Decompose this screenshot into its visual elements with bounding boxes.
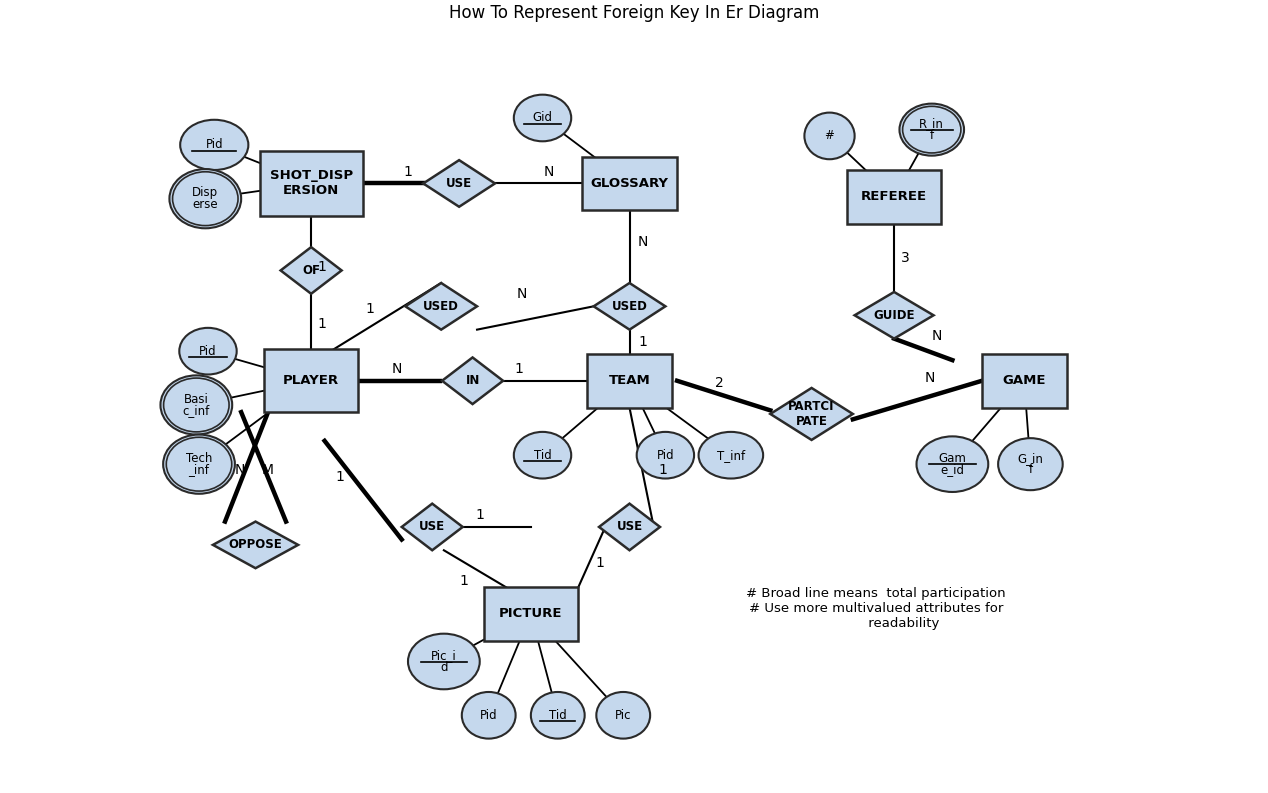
Text: USE: USE	[446, 177, 472, 190]
Polygon shape	[213, 522, 298, 569]
Text: REFEREE: REFEREE	[861, 190, 927, 203]
Text: 1: 1	[459, 574, 468, 588]
Text: Tid: Tid	[549, 709, 567, 722]
Text: erse: erse	[193, 198, 218, 211]
Text: Pid: Pid	[657, 449, 675, 462]
Text: f: f	[1028, 463, 1032, 477]
Text: f: f	[929, 129, 933, 142]
Bar	[981, 354, 1066, 408]
Text: c_inf: c_inf	[183, 404, 210, 417]
Ellipse shape	[179, 328, 237, 374]
Text: # Broad line means  total participation
# Use more multivalued attributes for
  : # Broad line means total participation #…	[746, 587, 1006, 630]
Polygon shape	[593, 283, 666, 330]
Text: GLOSSARY: GLOSSARY	[591, 177, 668, 190]
Text: Pic_i: Pic_i	[431, 649, 456, 662]
Text: 1: 1	[403, 165, 412, 178]
Text: 1: 1	[596, 556, 605, 570]
Ellipse shape	[899, 104, 964, 155]
Text: N: N	[924, 371, 936, 385]
Bar	[582, 156, 677, 210]
Polygon shape	[771, 388, 853, 440]
Text: 3: 3	[900, 251, 909, 265]
Text: 1: 1	[336, 469, 345, 484]
Ellipse shape	[998, 439, 1063, 490]
Bar	[484, 587, 578, 641]
Text: Pid: Pid	[479, 709, 497, 722]
Text: Gam: Gam	[938, 452, 966, 465]
Ellipse shape	[514, 94, 571, 141]
Text: 2: 2	[715, 377, 724, 390]
Polygon shape	[424, 160, 495, 207]
Ellipse shape	[596, 692, 650, 738]
Ellipse shape	[170, 169, 241, 228]
Polygon shape	[443, 358, 503, 404]
Text: Tid: Tid	[534, 449, 552, 462]
Text: #: #	[824, 129, 834, 143]
Text: Gid: Gid	[533, 112, 553, 125]
Text: d: d	[440, 661, 448, 674]
Text: R_in: R_in	[919, 117, 945, 130]
Ellipse shape	[180, 120, 249, 170]
Text: PARTCI
PATE: PARTCI PATE	[789, 400, 834, 428]
Text: SHOT_DISP
ERSION: SHOT_DISP ERSION	[270, 170, 353, 197]
Ellipse shape	[408, 634, 479, 689]
Ellipse shape	[637, 432, 694, 478]
Ellipse shape	[804, 113, 855, 159]
Text: _inf: _inf	[189, 463, 209, 477]
Text: GUIDE: GUIDE	[874, 308, 914, 322]
Bar	[847, 170, 941, 224]
Text: OPPOSE: OPPOSE	[228, 538, 283, 551]
Text: Pid: Pid	[205, 139, 223, 151]
Ellipse shape	[462, 692, 516, 738]
Polygon shape	[855, 292, 933, 339]
Text: M: M	[262, 463, 274, 477]
Text: 1: 1	[658, 463, 667, 477]
Polygon shape	[280, 247, 341, 293]
Bar	[587, 354, 672, 408]
Text: N: N	[544, 165, 554, 178]
Text: Pic: Pic	[615, 709, 631, 722]
Text: T_inf: T_inf	[716, 449, 744, 462]
Text: GAME: GAME	[1003, 374, 1046, 387]
Text: USE: USE	[420, 520, 445, 534]
Text: 1: 1	[317, 260, 326, 274]
Polygon shape	[598, 504, 661, 550]
Ellipse shape	[514, 432, 571, 478]
Text: 1: 1	[365, 302, 374, 316]
Text: N: N	[932, 329, 942, 343]
Text: Basi: Basi	[184, 393, 209, 406]
Text: OF: OF	[302, 264, 320, 277]
Text: Pid: Pid	[199, 345, 217, 358]
Text: PLAYER: PLAYER	[283, 374, 340, 387]
Ellipse shape	[531, 692, 585, 738]
Text: N: N	[235, 463, 245, 477]
Ellipse shape	[161, 375, 232, 435]
Text: 1: 1	[476, 508, 484, 523]
Ellipse shape	[699, 432, 763, 478]
Ellipse shape	[917, 436, 988, 492]
Polygon shape	[406, 283, 477, 330]
Text: USED: USED	[611, 300, 648, 312]
Text: Disp: Disp	[193, 186, 218, 199]
Text: PICTURE: PICTURE	[500, 607, 563, 620]
Text: 1: 1	[317, 317, 326, 331]
Text: N: N	[516, 287, 527, 301]
Text: G_in: G_in	[1017, 452, 1044, 465]
Text: USED: USED	[424, 300, 459, 312]
Text: Tech: Tech	[186, 452, 212, 465]
Text: TEAM: TEAM	[609, 374, 650, 387]
Text: 1: 1	[515, 362, 524, 376]
Text: N: N	[391, 362, 402, 376]
Text: IN: IN	[465, 374, 479, 387]
Ellipse shape	[164, 435, 235, 494]
Polygon shape	[402, 504, 463, 550]
Text: N: N	[638, 235, 648, 249]
Text: USE: USE	[616, 520, 643, 534]
Bar	[260, 151, 363, 216]
Text: 1: 1	[639, 335, 648, 349]
Bar	[264, 350, 359, 412]
Title: How To Represent Foreign Key In Er Diagram: How To Represent Foreign Key In Er Diagr…	[449, 4, 819, 22]
Text: e_id: e_id	[941, 463, 965, 477]
